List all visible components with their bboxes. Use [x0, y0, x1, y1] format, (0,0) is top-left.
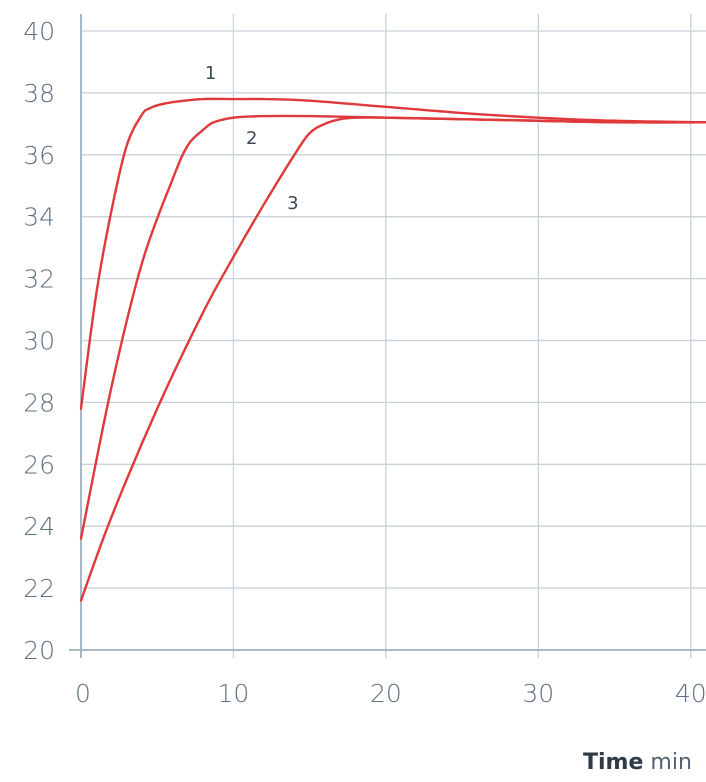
x-axis-title: Time: [583, 750, 644, 775]
grid: [81, 14, 706, 658]
x-tick-label-40: 40: [675, 679, 706, 708]
y-tick-label-28: 28: [23, 388, 55, 417]
x-axis-unit: min: [650, 750, 692, 775]
series-line-2: [79, 114, 706, 540]
y-tick-label-30: 30: [23, 327, 55, 356]
y-tick-label-26: 26: [23, 450, 55, 479]
series-line-3: [79, 116, 706, 602]
x-tick-label-20: 20: [370, 679, 402, 708]
y-tick-label-40: 40: [23, 17, 55, 46]
y-tick-label-20: 20: [23, 636, 55, 665]
x-tick-label-0: 0: [75, 679, 91, 708]
series-line-1: [79, 97, 706, 410]
x-tick-label-10: 10: [218, 679, 250, 708]
x-axis-label: Time min: [583, 750, 692, 775]
x-tick-label-30: 30: [522, 679, 554, 708]
series-label-3: 3: [287, 193, 298, 214]
series-label-1: 1: [205, 63, 216, 84]
axes: [69, 14, 706, 658]
series-label-2: 2: [246, 128, 257, 149]
y-tick-label-36: 36: [23, 141, 55, 170]
series-labels: 1 2 3: [205, 63, 299, 214]
series-lines: [79, 97, 706, 602]
y-tick-label-32: 32: [23, 265, 55, 294]
y-tick-label-38: 38: [23, 79, 55, 108]
y-tick-label-24: 24: [23, 512, 55, 541]
y-tick-label-34: 34: [23, 203, 55, 232]
y-tick-label-22: 22: [23, 574, 55, 603]
